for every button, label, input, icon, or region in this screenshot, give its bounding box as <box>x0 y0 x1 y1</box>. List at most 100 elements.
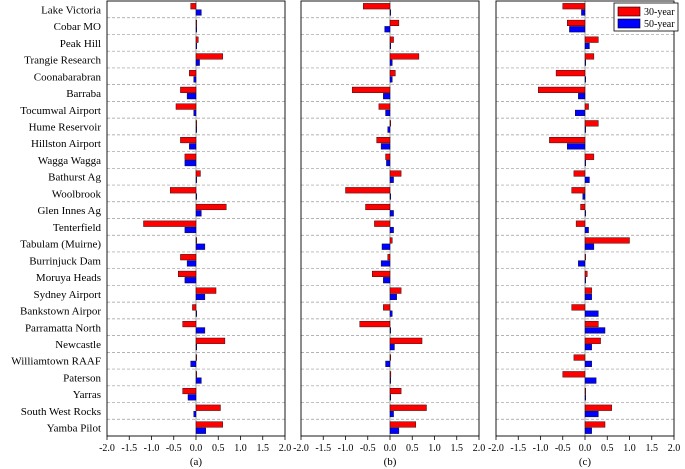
bar-30-year-tocumwal-airport <box>175 103 197 110</box>
bar-50-year-woolbrook <box>582 193 586 200</box>
bar-50-year-williamtown-raaf <box>385 360 391 367</box>
bar-50-year-barraba <box>383 93 391 100</box>
station-label-barraba: Barraba <box>66 88 101 100</box>
bar-50-year-peak-hill <box>389 42 392 50</box>
bar-30-year-paterson <box>389 371 392 378</box>
x-tick-label: 2.0 <box>279 443 292 454</box>
panel-label: (a) <box>190 456 203 468</box>
bar-30-year-peak-hill <box>195 36 199 43</box>
bar-50-year-lake-victoria <box>581 9 586 16</box>
bar-30-year-newcastle <box>584 337 601 344</box>
bar-30-year-cobar-mo <box>195 19 198 26</box>
bar-30-year-yarras <box>389 387 402 395</box>
bar-30-year-moruya-heads <box>177 270 197 277</box>
bar-30-year-tabulam-muirne <box>584 237 630 244</box>
x-tick-label: 1.0 <box>234 443 247 454</box>
panels-layer: -2.0 -1.5 -1.0 -0.5 0.0 0.5 1.0 1.5 2.0 (a) -2.0 -1… <box>99 0 681 468</box>
bar-30-year-barraba <box>351 86 391 93</box>
bar-50-year-burrinjuck-dam <box>578 260 586 267</box>
bar-50-year-paterson <box>584 377 597 384</box>
bar-30-year-tocumwal-airport <box>378 103 391 110</box>
bar-50-year-bathurst-ag <box>195 176 198 183</box>
x-tick-label: -2.0 <box>293 443 309 454</box>
bar-30-year-lake-victoria <box>190 3 197 10</box>
station-label-wagga-wagga: Wagga Wagga <box>38 155 101 167</box>
bar-50-year-burrinjuck-dam <box>380 260 391 267</box>
bar-30-year-yamba-pilot <box>195 421 223 428</box>
bar-30-year-coonabarabran <box>555 70 586 77</box>
bar-30-year-hume-reservoir <box>389 120 392 127</box>
bar-50-year-yarras <box>584 394 587 401</box>
station-label-moruya-heads: Moruya Heads <box>36 272 101 284</box>
bar-30-year-yamba-pilot <box>584 421 606 428</box>
station-label-yamba-pilot: Yamba Pilot <box>47 423 101 435</box>
bar-30-year-wagga-wagga <box>385 153 391 160</box>
bar-30-year-tenterfield <box>374 220 391 227</box>
station-label-paterson: Paterson <box>63 372 101 384</box>
bar-30-year-trangie-research <box>195 53 223 60</box>
bar-30-year-hillston-airport <box>376 137 391 144</box>
bar-50-year-woolbrook <box>389 193 392 200</box>
bar-30-year-cobar-mo <box>389 19 400 26</box>
station-label-sydney-airport: Sydney Airport <box>33 289 101 301</box>
bar-50-year-coonabarabran <box>389 76 393 83</box>
x-tick-label: 0.0 <box>384 443 397 454</box>
x-tick-label: -2.0 <box>488 443 504 454</box>
bar-30-year-williamtown-raaf <box>195 354 198 361</box>
x-tick-label: 2.0 <box>473 443 486 454</box>
x-tick-label: 0.5 <box>601 443 614 454</box>
bar-30-year-lake-victoria <box>363 3 391 10</box>
bar-50-year-coonabarabran <box>193 76 197 83</box>
bar-30-year-burrinjuck-dam <box>584 254 587 261</box>
bar-50-year-newcastle <box>584 344 592 351</box>
bar-50-year-lake-victoria <box>195 9 202 16</box>
bar-50-year-cobar-mo <box>569 26 586 33</box>
x-tick-label: -1.5 <box>121 443 137 454</box>
bar-30-year-south-west-rocks <box>389 404 427 411</box>
bar-30-year-burrinjuck-dam <box>180 254 197 261</box>
station-label-south-west-rocks: South West Rocks <box>21 406 101 418</box>
bar-50-year-tenterfield <box>584 226 589 234</box>
bar-50-year-glen-innes-ag <box>389 210 394 217</box>
x-tick-label: -1.0 <box>144 443 160 454</box>
bar-30-year-yarras <box>182 387 197 395</box>
bar-50-year-lake-victoria <box>389 9 392 16</box>
bar-30-year-tenterfield <box>143 220 197 227</box>
station-label-lake-victoria: Lake Victoria <box>41 4 101 16</box>
bar-30-year-peak-hill <box>389 36 394 43</box>
x-tick-label: 1.0 <box>428 443 441 454</box>
panel-b: -2.0 -1.5 -1.0 -0.5 0.0 0.5 1.0 1.5 2.0 (b) <box>293 0 486 468</box>
bar-50-year-yamba-pilot <box>389 427 400 434</box>
bar-50-year-sydney-airport <box>195 293 206 300</box>
x-tick-label: 1.5 <box>451 443 464 454</box>
bar-30-year-sydney-airport <box>195 287 217 294</box>
station-label-hume-reservoir: Hume Reservoir <box>29 121 102 133</box>
bar-30-year-trangie-research <box>389 53 420 60</box>
legend-swatch-50-year <box>617 18 641 29</box>
bar-30-year-bathurst-ag <box>195 170 201 177</box>
bar-30-year-sydney-airport <box>584 287 592 294</box>
bar-50-year-coonabarabran <box>584 76 587 83</box>
bar-50-year-wagga-wagga <box>184 160 197 167</box>
bar-30-year-barraba <box>538 86 586 93</box>
bar-30-year-tocumwal-airport <box>584 103 589 110</box>
bar-50-year-hume-reservoir <box>584 126 587 133</box>
bar-30-year-tenterfield <box>575 220 586 227</box>
bar-50-year-parramatta-north <box>389 327 392 334</box>
bar-50-year-hume-reservoir <box>387 126 391 133</box>
bar-30-year-paterson <box>562 371 586 378</box>
bar-50-year-peak-hill <box>195 42 198 50</box>
station-label-bankstown-airpor: Bankstown Airpor <box>20 306 101 318</box>
station-label-hillston-airport: Hillston Airport <box>31 138 101 150</box>
x-tick-label: 2.0 <box>668 443 681 454</box>
station-label-peak-hill: Peak Hill <box>60 38 101 50</box>
bar-50-year-parramatta-north <box>195 327 206 334</box>
x-tick-label: 1.5 <box>646 443 659 454</box>
bar-30-year-glen-innes-ag <box>365 203 391 211</box>
bar-30-year-bankstown-airpor <box>383 304 391 311</box>
bar-50-year-bathurst-ag <box>389 176 394 183</box>
legend: 30-year 50-year <box>613 2 679 32</box>
bar-30-year-moruya-heads <box>372 270 391 277</box>
station-label-williamtown-raaf: Williamtown RAAF <box>11 356 101 368</box>
bar-50-year-tocumwal-airport <box>575 109 586 116</box>
